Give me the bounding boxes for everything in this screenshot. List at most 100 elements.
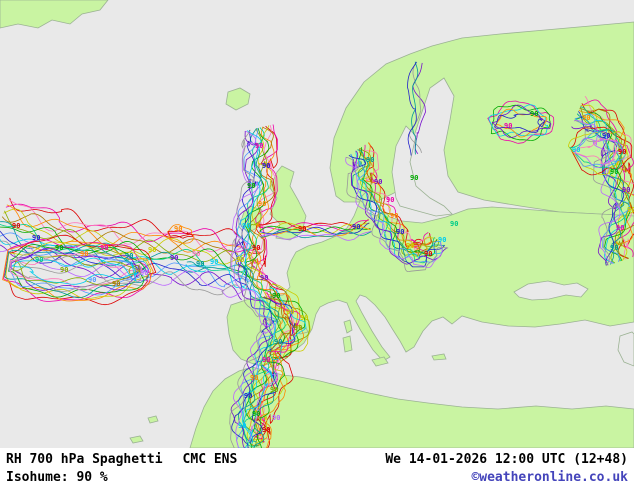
isoline-label: 90 <box>112 280 120 288</box>
isoline-label: 90 <box>504 122 512 130</box>
island-iceland <box>225 87 251 111</box>
ensemble-contour <box>574 131 626 167</box>
isoline-label: 90 <box>602 132 610 140</box>
isoline-label: 90 <box>616 224 624 232</box>
ensemble-contour <box>408 61 422 153</box>
isoline-label: 90 <box>618 148 626 156</box>
ensemble-contour <box>1 213 259 268</box>
ensemble-contour <box>494 112 546 134</box>
ensemble-contour <box>345 156 449 272</box>
ensemble-contour <box>9 252 143 291</box>
isoline-label: 90 <box>192 250 200 258</box>
ensemble-contour <box>244 125 289 444</box>
isoline-label: 90 <box>610 168 618 176</box>
ensemble-contour <box>407 61 417 156</box>
spaghetti-layer: 90 90 90 90 90 90 90 90 90 90 90 90 90 90 90 90 90 90 90 90… <box>0 61 634 448</box>
ensemble-contour <box>2 240 154 302</box>
isoline-label: 90 <box>35 256 43 264</box>
isoline-label: 90 <box>582 114 590 122</box>
isoline-label: 90 <box>170 254 178 262</box>
ensemble-contour <box>4 210 254 272</box>
isoline-label: 90 <box>530 110 538 118</box>
isoline-label: 90 <box>386 196 394 204</box>
isoline-label: 90 <box>262 356 270 364</box>
isoline-label: 90 <box>174 225 182 233</box>
ensemble-contour <box>264 351 294 448</box>
ensemble-contour <box>247 126 291 446</box>
land-greenland <box>0 0 109 29</box>
ensemble-contour <box>494 108 548 138</box>
isoline-label: 90 <box>250 374 258 382</box>
isoline-label: 90 <box>374 178 382 186</box>
isoline-label: 90 <box>300 314 308 322</box>
map-canvas: 90 90 90 90 90 90 90 90 90 90 90 90 90 90 90 90 90 90 90 90… <box>0 0 634 448</box>
ensemble-contour <box>6 204 255 269</box>
sea-caspian <box>617 331 634 367</box>
isoline-label: 90 <box>286 308 294 316</box>
caption-row-1: RH 700 hPa Spaghetti CMC ENS We 14-01-20… <box>6 452 628 467</box>
isoline-label: 90 <box>272 292 280 300</box>
ensemble-contour <box>9 197 261 254</box>
ensemble-contour <box>0 240 244 297</box>
isoline-label: 90 <box>80 250 88 258</box>
ensemble-contour <box>167 224 195 244</box>
ensemble-contour <box>263 296 298 356</box>
isoline-label: 90 <box>247 182 255 190</box>
isoline-label: 90 <box>125 252 133 260</box>
isoline-label: 90 <box>438 236 446 244</box>
isoline-label: 90 <box>424 250 432 258</box>
model-label: CMC ENS <box>182 452 238 467</box>
ensemble-contour <box>243 365 273 444</box>
isoline-label: 90 <box>244 392 252 400</box>
ensemble-contour <box>248 126 289 447</box>
island-sicily <box>371 356 389 367</box>
isoline-label: 90 <box>210 258 218 266</box>
ensemble-contour <box>167 230 193 239</box>
isoline-label: 90 <box>148 246 156 254</box>
ensemble-contour <box>258 353 286 448</box>
ensemble-contour <box>2 239 151 302</box>
isoline-label: 90 <box>610 244 618 252</box>
isoline-label: 90 <box>298 225 306 233</box>
parameter-label: RH 700 hPa Spaghetti <box>6 452 163 467</box>
ensemble-contour <box>490 104 551 141</box>
ensemble-contour <box>574 119 621 267</box>
credit-link[interactable]: ©weatheronline.co.uk <box>471 470 628 485</box>
isoline-label: 90 <box>622 186 630 194</box>
isoline-label: 90 <box>272 414 280 422</box>
land-africa <box>189 366 634 448</box>
isoline-label: 90 <box>55 244 63 252</box>
sea-baltic <box>391 125 453 217</box>
isoline-label: 90 <box>236 256 244 264</box>
island-canary <box>129 435 144 444</box>
isoline-label: 90 <box>252 410 260 418</box>
isoline-label: 90 <box>60 266 68 274</box>
ensemble-contour <box>580 104 634 261</box>
isoline-label: 90 <box>366 156 374 164</box>
isoline-label: 90 <box>572 146 580 154</box>
ensemble-contour <box>272 282 310 367</box>
isoline-label: 90 <box>258 200 266 208</box>
isoline-label: 90 <box>100 244 108 252</box>
ensemble-contour <box>487 100 555 144</box>
ensemble-contour <box>259 222 370 235</box>
isoline-label: 90 <box>196 260 204 268</box>
ensemble-contour <box>9 252 141 292</box>
ensemble-contour <box>569 126 633 176</box>
isoline-label: 90 <box>410 174 418 182</box>
ensemble-contour <box>258 219 369 229</box>
isoline-label: 90 <box>294 324 302 332</box>
ensemble-contour <box>567 131 627 175</box>
ensemble-contour <box>231 130 275 448</box>
ensemble-contour <box>256 360 286 448</box>
ensemble-contour <box>253 357 277 446</box>
isoline-label: 90 <box>88 276 96 284</box>
ensemble-contour <box>265 292 305 360</box>
ensemble-contour <box>260 229 372 239</box>
caption-bar: RH 700 hPa Spaghetti CMC ENS We 14-01-20… <box>0 448 634 490</box>
isohume-label: Isohume: 90 % <box>6 470 108 485</box>
isoline-label: 90 <box>262 426 270 434</box>
isoline-label: 90 <box>406 242 414 250</box>
ensemble-contour <box>579 108 634 259</box>
ensemble-contour <box>8 199 262 253</box>
